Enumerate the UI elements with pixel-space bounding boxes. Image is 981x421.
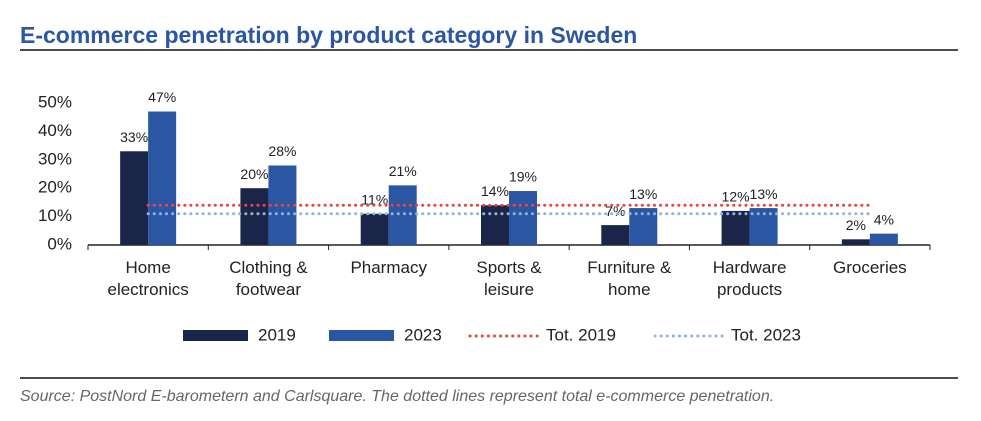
bar	[481, 205, 509, 245]
value-label: 7%	[605, 203, 625, 219]
x-tick-label: Home electronics	[107, 258, 189, 299]
legend-label: Tot. 2019	[546, 325, 616, 344]
y-tick-label: 0%	[47, 234, 72, 253]
bar	[841, 239, 870, 245]
value-label: 4%	[874, 211, 894, 227]
value-label: 2%	[846, 217, 866, 233]
x-tick-label: Sports & leisure	[476, 258, 542, 299]
chart-title: E-commerce penetration by product catego…	[20, 22, 637, 48]
x-tick-label: Groceries	[833, 258, 907, 277]
legend-swatch	[329, 330, 394, 341]
value-label: 19%	[509, 169, 537, 185]
bar	[360, 213, 389, 245]
value-label: 14%	[481, 183, 509, 199]
value-label: 11%	[361, 191, 388, 207]
value-label: 21%	[389, 163, 417, 179]
y-tick-label: 50%	[38, 92, 72, 111]
y-tick-label: 30%	[38, 149, 72, 168]
value-label: 12%	[722, 189, 750, 205]
y-tick-label: 10%	[38, 206, 72, 225]
bar	[721, 210, 750, 245]
value-label: 13%	[629, 186, 657, 202]
value-label: 20%	[240, 166, 268, 182]
x-tick-label: Pharmacy	[350, 258, 427, 277]
legend-label: 2023	[404, 325, 442, 344]
bar	[601, 225, 630, 245]
y-tick-label: 40%	[38, 121, 72, 140]
legend-swatch	[183, 330, 248, 341]
bar	[388, 185, 417, 245]
value-label: 47%	[148, 89, 176, 105]
x-tick-label: Furniture & home	[587, 258, 672, 299]
value-label: 33%	[120, 129, 148, 145]
value-label: 13%	[750, 186, 778, 202]
x-tick-label: Clothing & footwear	[229, 258, 308, 299]
source-note: Source: PostNord E-barometern and Carlsq…	[20, 388, 774, 405]
bar	[869, 233, 898, 245]
bar	[240, 188, 269, 245]
x-tick-label: Hardware products	[712, 258, 787, 299]
legend-label: Tot. 2023	[731, 325, 801, 344]
bar	[148, 111, 177, 246]
legend-label: 2019	[258, 325, 296, 344]
bar	[120, 151, 149, 245]
y-tick-label: 20%	[38, 178, 72, 197]
bar	[509, 191, 537, 245]
value-label: 28%	[268, 143, 296, 159]
